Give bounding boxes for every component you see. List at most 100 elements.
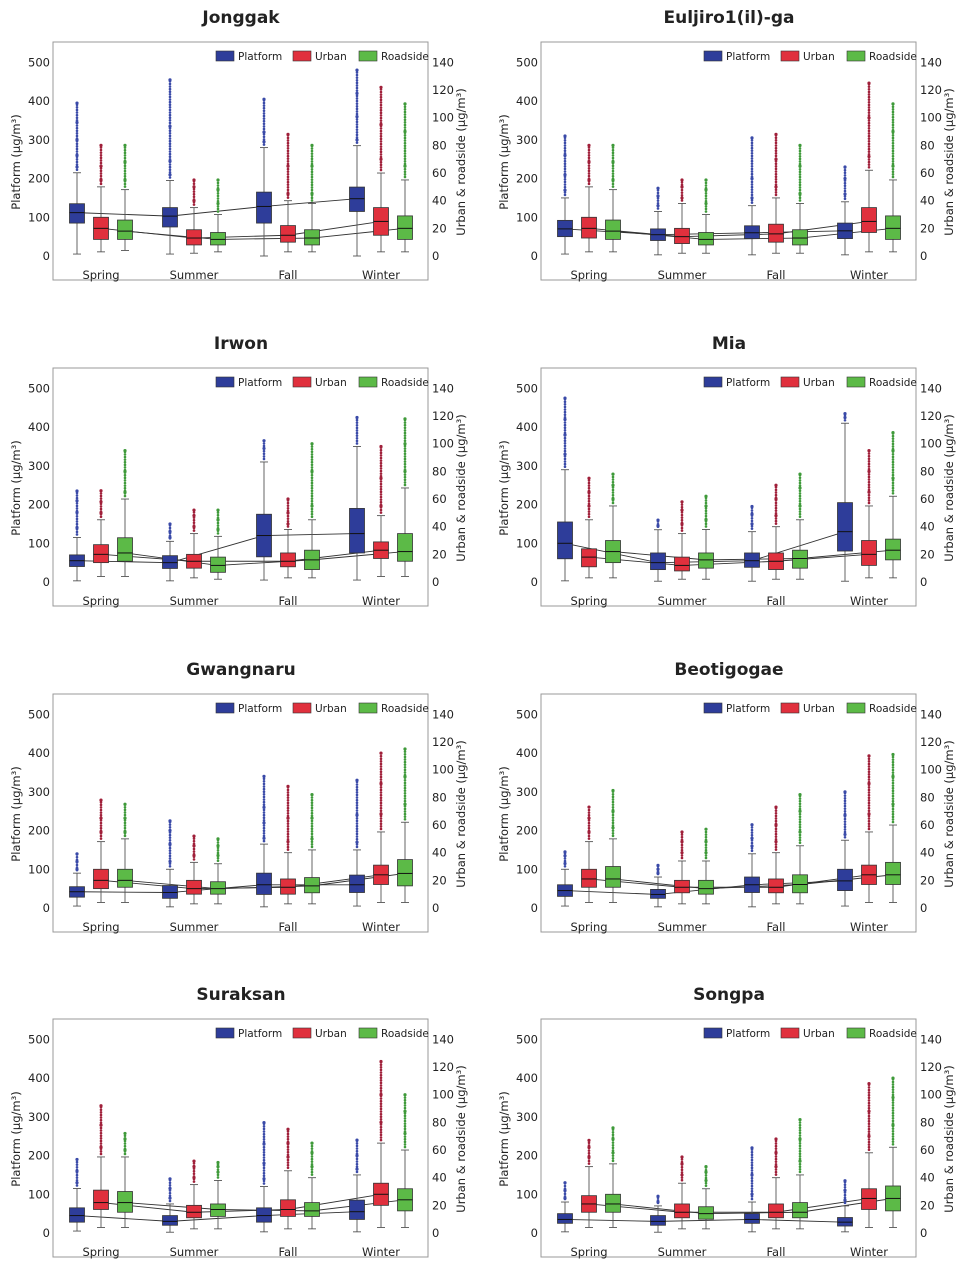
outlier-point	[774, 1162, 778, 1166]
outlier-point	[123, 802, 127, 806]
box	[162, 207, 178, 228]
outlier-point	[286, 1141, 290, 1145]
outlier-point	[891, 768, 895, 772]
outlier-point	[168, 833, 172, 837]
outlier-point	[75, 126, 79, 130]
outlier-point	[262, 1153, 266, 1157]
outlier-point	[750, 1176, 754, 1180]
outlier-point	[99, 507, 103, 511]
outlier-point	[310, 1162, 314, 1166]
box	[792, 549, 808, 569]
outlier-point	[355, 791, 359, 794]
outlier-point	[563, 439, 567, 443]
outlier-point	[403, 421, 407, 424]
outlier-point	[123, 453, 127, 456]
outlier-point	[774, 139, 778, 142]
outlier-point	[310, 827, 314, 831]
right-tick-label: 40	[432, 1171, 447, 1185]
outlier-point	[867, 1093, 871, 1097]
outlier-point	[403, 118, 407, 122]
outlier-point	[704, 525, 708, 528]
outlier-point	[168, 857, 172, 860]
outlier-point	[867, 762, 871, 766]
outlier-point	[843, 1179, 847, 1183]
outlier-point	[867, 825, 871, 828]
outlier-point	[379, 1081, 383, 1085]
outlier-point	[403, 126, 407, 129]
outlier-point	[774, 144, 778, 147]
outlier-point	[403, 434, 407, 437]
outlier-point	[403, 771, 407, 774]
outlier-point	[750, 201, 754, 204]
outlier-point	[563, 442, 567, 445]
outlier-point	[750, 146, 754, 150]
outlier-point	[867, 760, 871, 763]
outlier-point	[774, 1165, 778, 1169]
outlier-point	[867, 129, 871, 133]
outlier-point	[611, 169, 615, 173]
outlier-point	[75, 147, 79, 151]
outlier-point	[798, 479, 802, 482]
outlier-point	[611, 488, 615, 492]
outlier-point	[168, 131, 172, 135]
outlier-point	[379, 791, 383, 794]
outlier-point	[704, 827, 708, 831]
outlier-point	[403, 817, 407, 821]
outlier-point	[262, 135, 266, 139]
outlier-point	[867, 1096, 871, 1100]
outlier-point	[379, 793, 383, 797]
outlier-point	[379, 778, 383, 781]
outlier-point	[75, 160, 79, 164]
outlier-point	[843, 171, 847, 175]
outlier-point	[168, 836, 172, 839]
outlier-point	[310, 476, 314, 480]
outlier-point	[587, 819, 591, 822]
outlier-point	[563, 141, 567, 145]
outlier-point	[99, 500, 103, 504]
outlier-point	[704, 205, 708, 208]
outlier-point	[587, 1145, 591, 1149]
outlier-point	[168, 828, 172, 833]
outlier-point	[891, 1114, 895, 1117]
legend-swatch	[703, 376, 723, 388]
outlier-point	[611, 788, 615, 793]
outlier-point	[843, 813, 847, 817]
outlier-point	[611, 800, 615, 804]
outlier-point	[99, 830, 103, 834]
outlier-point	[403, 465, 407, 469]
outlier-point	[379, 796, 383, 800]
chart-title: Irwon	[214, 334, 268, 354]
outlier-point	[379, 1076, 383, 1080]
outlier-point	[379, 1086, 383, 1090]
outlier-point	[656, 524, 660, 528]
legend-swatch	[780, 702, 800, 714]
outlier-point	[355, 138, 359, 142]
legend-swatch	[846, 376, 866, 388]
outlier-point	[379, 1125, 383, 1129]
outlier-point	[704, 1184, 708, 1188]
outlier-point	[168, 113, 172, 117]
outlier-point	[867, 793, 871, 797]
outlier-point	[587, 174, 591, 178]
outlier-point	[891, 1095, 895, 1100]
outlier-point	[704, 192, 708, 195]
outlier-point	[867, 480, 871, 484]
outlier-point	[123, 160, 127, 164]
outlier-point	[286, 167, 290, 171]
category-label: Winter	[362, 268, 400, 282]
outlier-point	[867, 113, 871, 117]
outlier-point	[379, 770, 383, 774]
outlier-point	[168, 819, 172, 823]
legend-label: Urban	[315, 377, 347, 389]
outlier-point	[355, 1149, 359, 1153]
legend-label: Roadside	[381, 1028, 429, 1040]
outlier-point	[216, 844, 220, 848]
right-axis-label: Urban & roadside (μg/m³)	[454, 414, 468, 561]
left-tick-label: 100	[28, 210, 50, 224]
outlier-point	[798, 1152, 802, 1156]
outlier-point	[891, 1132, 895, 1136]
outlier-point	[774, 1144, 778, 1148]
outlier-point	[798, 825, 802, 829]
outlier-point	[750, 1161, 754, 1164]
category-label: Fall	[279, 594, 298, 608]
